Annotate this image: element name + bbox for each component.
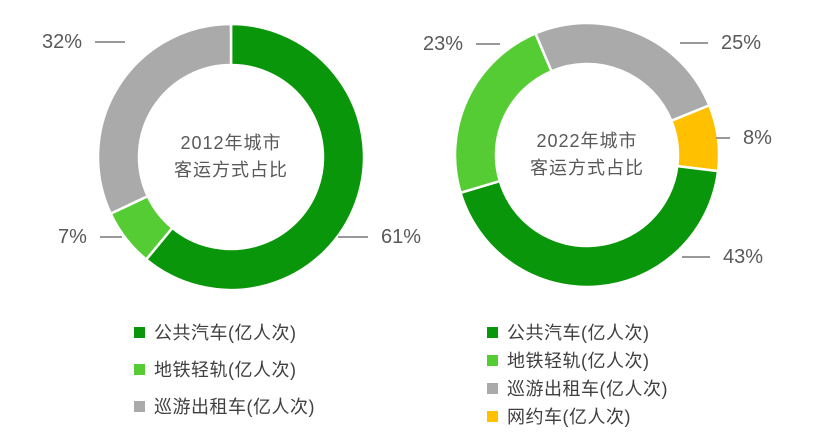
callout-line (476, 43, 501, 45)
callout-bus-2022: 43% (682, 246, 763, 268)
legend-item-ridehailing: 网约车(亿人次) (487, 405, 668, 427)
callout-bus-2012: 61% (338, 226, 421, 248)
legend-label: 公共汽车(亿人次) (507, 323, 650, 343)
legend-color-swatch (487, 410, 498, 422)
legend-color-swatch (134, 363, 145, 375)
legend-label: 地铁轻轨(亿人次) (507, 351, 650, 371)
donut-slice-bus (144, 22, 366, 292)
donut-chart-2012 (96, 22, 366, 292)
callout-line (99, 236, 122, 238)
legend-label: 公共汽车(亿人次) (154, 323, 297, 343)
callout-value: 7% (58, 226, 87, 248)
legend-item-bus: 公共汽车(亿人次) (134, 321, 315, 343)
callout-value: 43% (723, 246, 764, 268)
legend-item-taxi: 巡游出租车(亿人次) (134, 395, 315, 417)
callout-value: 32% (42, 31, 83, 53)
callout-line (716, 137, 730, 139)
legend-label: 网约车(亿人次) (507, 407, 631, 427)
callout-value: 25% (721, 32, 762, 54)
title-line-1: 2022年城市 (536, 131, 638, 151)
legend-item-taxi: 巡游出租车(亿人次) (487, 377, 668, 399)
callout-taxi-2022: 25% (680, 32, 761, 54)
legend-color-swatch (487, 326, 498, 338)
callout-metro-2022: 23% (423, 33, 501, 55)
donut-slice-taxi (96, 22, 233, 215)
donut-slice-metro (453, 32, 553, 195)
title-line-2: 客运方式占比 (174, 160, 288, 180)
legend-color-swatch (487, 354, 498, 366)
legend-item-metro: 地铁轻轨(亿人次) (487, 349, 668, 371)
callout-value: 8% (743, 127, 772, 149)
donut-chart-2022 (453, 21, 721, 289)
callout-line (95, 41, 126, 43)
callout-line (680, 42, 708, 44)
callout-metro-2012: 7% (58, 226, 122, 248)
callout-line (682, 256, 710, 258)
callout-value: 61% (381, 226, 422, 248)
legend-color-swatch (134, 400, 145, 412)
title-line-1: 2012年城市 (180, 133, 282, 153)
callout-value: 23% (423, 33, 464, 55)
legend-color-swatch (134, 326, 145, 338)
legend-item-metro: 地铁轻轨(亿人次) (134, 358, 315, 380)
callout-taxi-2012: 32% (42, 31, 126, 53)
legend-label: 巡游出租车(亿人次) (507, 379, 668, 399)
title-line-2: 客运方式占比 (530, 158, 644, 178)
donut-center-title-2022: 2022年城市 客运方式占比 (477, 128, 697, 182)
legend-item-bus: 公共汽车(亿人次) (487, 321, 668, 343)
donut-center-title-2012: 2012年城市 客运方式占比 (121, 130, 341, 184)
legend-label: 地铁轻轨(亿人次) (154, 360, 297, 380)
legend-2012: 公共汽车(亿人次) 地铁轻轨(亿人次) 巡游出租车(亿人次) (134, 321, 315, 432)
callout-line (338, 236, 368, 238)
donut-slice-bus (459, 164, 720, 289)
legend-color-swatch (487, 382, 498, 394)
legend-2022: 公共汽车(亿人次) 地铁轻轨(亿人次) 巡游出租车(亿人次) 网约车(亿人次) (487, 321, 668, 433)
callout-ridehailing-2022: 8% (716, 127, 772, 149)
legend-label: 巡游出租车(亿人次) (154, 397, 315, 417)
